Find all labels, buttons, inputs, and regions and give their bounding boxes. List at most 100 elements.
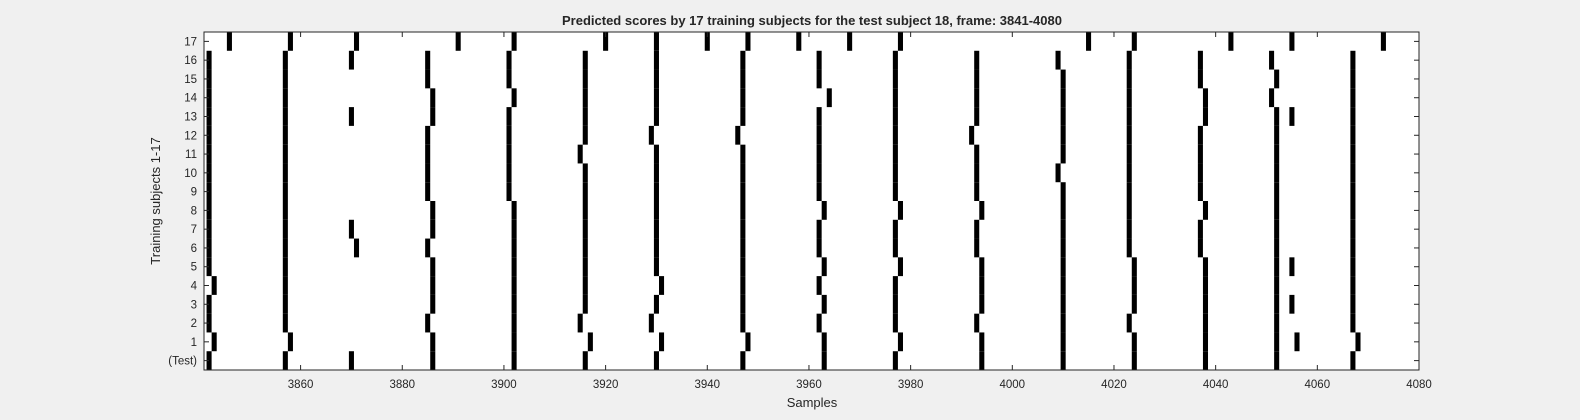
y-tick-label: 1 [191, 337, 197, 349]
y-tick-label: 14 [184, 93, 197, 105]
raster-mark-row-12-14 [1350, 125, 1356, 145]
raster-mark-row-2-13 [1274, 313, 1280, 333]
raster-mark-row-1-14 [1294, 332, 1300, 352]
raster-mark-row-1-11 [1131, 332, 1137, 352]
raster-mark-row-7-11 [1060, 219, 1066, 239]
raster-mark-row-1-12 [1202, 332, 1209, 352]
raster-mark-row-17-8 [745, 32, 751, 51]
raster-mark-row-16-0 [206, 50, 212, 70]
raster-mark-row-4-0 [211, 276, 217, 295]
raster-mark-row-3-6 [740, 294, 746, 314]
raster-mark-row-13-10 [974, 107, 980, 126]
raster-mark-row-11-4 [577, 144, 583, 164]
raster-mark-row-10-3 [506, 163, 512, 183]
raster-mark-row-16-11 [1055, 50, 1061, 70]
y-tick-label: 12 [184, 130, 197, 142]
raster-mark-row-5-15 [1350, 257, 1356, 277]
raster-mark-row-16-6 [653, 50, 659, 70]
raster-mark-row-4-6 [740, 276, 746, 295]
raster-mark-row-5-7 [821, 257, 827, 277]
raster-mark-row-3-7 [821, 294, 827, 314]
raster-mark-row-9-1 [282, 182, 288, 201]
raster-mark-row-11-5 [653, 144, 659, 164]
raster-mark-row-13-4 [506, 107, 512, 126]
raster-mark-row-12-6 [735, 125, 741, 145]
x-tick-label: 4020 [1101, 379, 1127, 391]
raster-mark-row-3-4 [582, 294, 588, 314]
raster-mark-row-3-2 [430, 294, 436, 314]
raster-mark-row-13-13 [1202, 107, 1209, 126]
raster-mark-row-17-3 [455, 32, 461, 51]
raster-mark-row-1-1 [287, 332, 293, 352]
raster-mark-row-2-14 [1350, 313, 1356, 333]
raster-mark-row-11-11 [1126, 144, 1132, 164]
raster-mark-row-13-14 [1274, 107, 1280, 126]
raster-mark-row-0-2 [348, 351, 354, 370]
raster-mark-row-10-6 [740, 163, 746, 183]
raster-mark-row-2-12 [1202, 313, 1209, 333]
raster-mark-row-10-2 [425, 163, 431, 183]
raster-mark-row-13-6 [653, 107, 659, 126]
raster-mark-row-0-12 [1131, 351, 1137, 370]
raster-mark-row-14-1 [282, 88, 288, 108]
raster-mark-row-4-3 [511, 276, 517, 295]
raster-mark-row-9-6 [740, 182, 746, 201]
raster-mark-row-17-0 [226, 32, 232, 51]
raster-mark-row-12-13 [1274, 125, 1280, 145]
raster-mark-row-16-2 [348, 50, 354, 70]
raster-mark-row-13-11 [1060, 107, 1066, 126]
raster-mark-row-6-14 [1274, 238, 1280, 258]
y-tick-label: 2 [191, 318, 197, 330]
raster-mark-row-14-5 [653, 88, 659, 108]
raster-mark-row-5-0 [206, 257, 212, 277]
raster-mark-row-16-10 [974, 50, 980, 70]
raster-mark-row-3-8 [892, 294, 898, 314]
raster-mark-row-0-6 [653, 351, 659, 370]
raster-mark-row-11-10 [1060, 144, 1066, 164]
raster-mark-row-0-4 [511, 351, 517, 370]
y-tick-label: 17 [184, 36, 197, 48]
x-tick-label: 3920 [593, 379, 619, 391]
raster-mark-row-2-9 [974, 313, 980, 333]
raster-mark-row-1-2 [430, 332, 436, 352]
raster-mark-row-16-3 [425, 50, 431, 70]
raster-mark-row-15-13 [1274, 69, 1280, 89]
raster-marks [206, 32, 1386, 370]
x-tick-label: 4040 [1203, 379, 1229, 391]
raster-mark-row-7-7 [740, 219, 746, 239]
raster-mark-row-10-7 [816, 163, 822, 183]
raster-mark-row-7-0 [206, 219, 212, 239]
raster-mark-row-16-13 [1197, 50, 1203, 70]
raster-mark-row-8-8 [897, 201, 903, 220]
raster-mark-row-9-0 [206, 182, 212, 201]
raster-mark-row-6-10 [974, 238, 980, 258]
raster-mark-row-15-7 [816, 69, 822, 89]
y-tick-label: 16 [184, 55, 197, 67]
raster-mark-row-17-6 [653, 32, 659, 51]
raster-mark-row-16-7 [740, 50, 746, 70]
raster-mark-row-7-9 [892, 219, 898, 239]
chart-title: Predicted scores by 17 training subjects… [562, 13, 1062, 28]
axes-background [204, 32, 1419, 370]
raster-mark-row-7-1 [282, 219, 288, 239]
raster-mark-row-6-7 [740, 238, 746, 258]
raster-mark-row-16-15 [1350, 50, 1356, 70]
raster-mark-row-10-1 [282, 163, 288, 183]
raster-mark-row-10-10 [1055, 163, 1061, 183]
y-axis-label: Training subjects 1-17 [148, 137, 163, 264]
raster-mark-row-5-10 [1060, 257, 1066, 277]
raster-mark-row-6-2 [353, 238, 360, 258]
raster-mark-row-15-9 [974, 69, 980, 89]
raster-mark-row-11-14 [1350, 144, 1356, 164]
raster-mark-row-0-1 [282, 351, 288, 370]
raster-mark-row-1-0 [211, 332, 217, 352]
raster-mark-row-15-5 [653, 69, 659, 89]
raster-mark-row-13-1 [282, 107, 288, 126]
x-axis-label: Samples [787, 395, 838, 410]
raster-mark-row-2-10 [1060, 313, 1066, 333]
raster-mark-row-12-0 [206, 125, 212, 145]
raster-mark-row-15-1 [282, 69, 288, 89]
raster-mark-row-10-12 [1197, 163, 1203, 183]
raster-mark-row-5-2 [430, 257, 436, 277]
